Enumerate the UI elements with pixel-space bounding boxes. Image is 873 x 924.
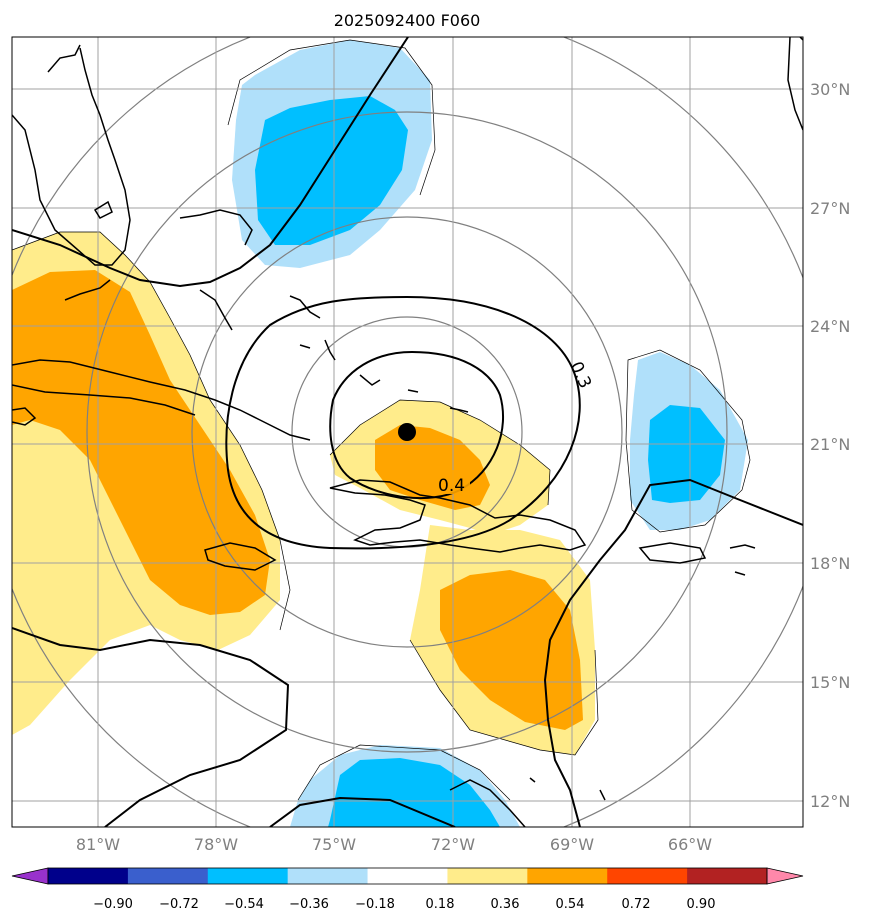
cb-label-8: 0.54 — [556, 897, 585, 912]
coastlines — [12, 37, 803, 827]
lon-label-69w: 69°W — [550, 835, 594, 854]
lon-tick-labels: 81°W 78°W 75°W 72°W 69°W 66°W — [76, 835, 712, 854]
cb-label-2: −0.72 — [159, 897, 199, 912]
lat-tick-labels: 30°N 27°N 24°N 21°N 18°N 15°N 12°N — [810, 80, 850, 811]
storm-center-marker — [398, 423, 416, 441]
lon-label-72w: 72°W — [431, 835, 475, 854]
colorbar — [11, 867, 804, 885]
colorbar-swatch — [607, 868, 688, 884]
lon-label-81w: 81°W — [76, 835, 120, 854]
colorbar-swatch — [48, 868, 129, 884]
lat-label-30n: 30°N — [810, 80, 850, 99]
colorbar-swatch — [207, 868, 289, 884]
colorbar-swatch — [527, 868, 608, 884]
map-frame — [11, 36, 804, 828]
figure-title: 2025092400 F060 — [334, 11, 481, 30]
cb-label-10: 0.90 — [687, 897, 716, 912]
cb-label-1: −0.90 — [93, 897, 133, 912]
colorbar-swatch — [447, 868, 528, 884]
lat-label-18n: 18°N — [810, 554, 850, 573]
colorbar-extend-high — [766, 867, 804, 885]
cb-label-4: −0.36 — [289, 897, 329, 912]
cb-label-5: −0.18 — [355, 897, 395, 912]
cb-label-9: 0.72 — [622, 897, 651, 912]
contour-label-0-4: 0.4 — [438, 476, 465, 496]
colorbar-swatch — [287, 868, 369, 884]
colorbar-extend-low — [11, 867, 49, 885]
colorbar-frame — [47, 867, 768, 885]
lat-label-27n: 27°N — [810, 199, 850, 218]
cb-label-7: 0.36 — [491, 897, 520, 912]
colorbar-swatch — [367, 868, 448, 884]
lat-label-15n: 15°N — [810, 673, 850, 692]
field-outlines — [12, 39, 751, 801]
lon-label-78w: 78°W — [194, 835, 238, 854]
lat-label-12n: 12°N — [810, 792, 850, 811]
colorbar-labels: −0.90 −0.72 −0.54 −0.36 −0.18 0.18 0.36 … — [93, 897, 715, 912]
colorbar-swatch — [687, 868, 768, 884]
lat-label-24n: 24°N — [810, 317, 850, 336]
cb-label-3: −0.54 — [224, 897, 264, 912]
lat-label-21n: 21°N — [810, 435, 850, 454]
lon-label-66w: 66°W — [668, 835, 712, 854]
map-area: 0.3 0.4 — [12, 37, 803, 827]
cb-label-6: 0.18 — [426, 897, 455, 912]
contour-lines — [12, 37, 803, 827]
colorbar-swatch — [127, 868, 209, 884]
graticule — [12, 37, 803, 827]
lon-label-75w: 75°W — [312, 835, 356, 854]
